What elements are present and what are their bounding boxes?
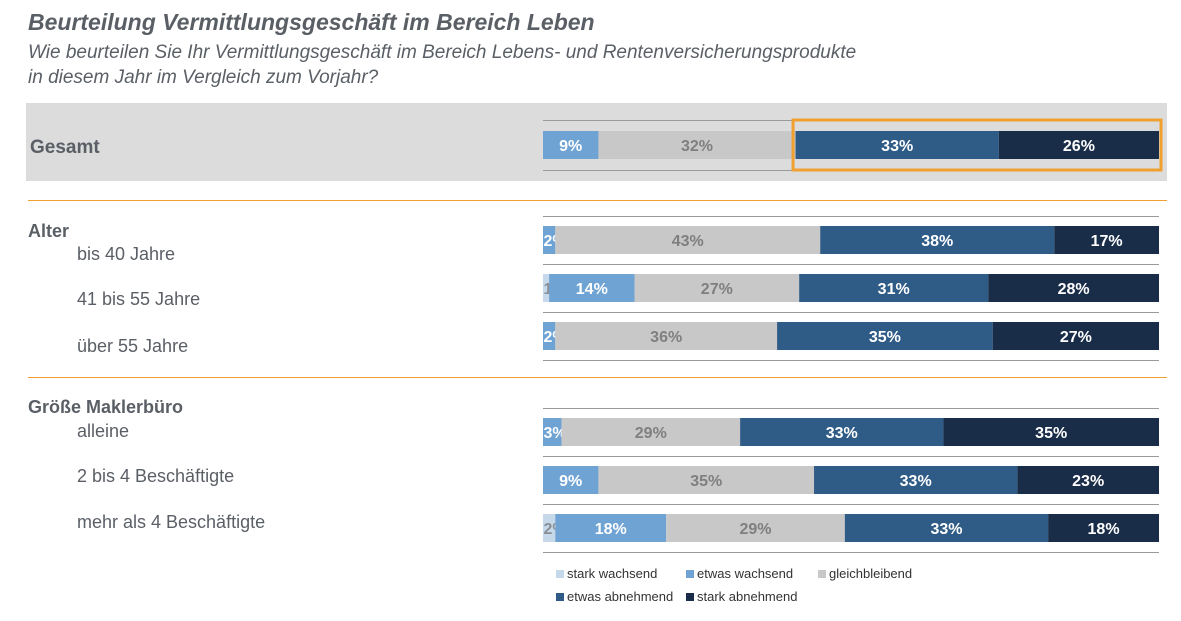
group-label-groesse: Größe Maklerbüro <box>28 397 184 417</box>
bar-segment-etwas-wachsend <box>555 514 667 542</box>
bar-segment-etwas-abnehmend <box>820 226 1055 254</box>
data-label: 9% <box>559 473 582 490</box>
data-label: 27% <box>701 281 733 298</box>
bar-segment-etwas-wachsend <box>543 226 556 254</box>
separator-line <box>28 200 1167 201</box>
bar-segment-etwas-wachsend <box>549 274 635 302</box>
bar-segment-stark-abnehmend <box>1017 466 1159 494</box>
data-label: 18% <box>595 521 627 538</box>
bar-segment-gleichbleibend <box>561 418 741 446</box>
row-label-2-4: 2 bis 4 Beschäftigte <box>77 466 235 486</box>
data-label: 35% <box>690 473 722 490</box>
legend-swatch <box>556 569 564 578</box>
bar-segment-etwas-abnehmend <box>799 274 989 302</box>
data-label: 33% <box>881 138 913 155</box>
legend-label: stark abnehmend <box>697 589 798 604</box>
legend-swatch <box>686 592 694 601</box>
legend-swatch <box>556 592 564 601</box>
subtitle-line-2: in diesem Jahr im Vergleich zum Vorjahr? <box>28 67 379 88</box>
legend-swatch <box>686 569 694 578</box>
bar-segment-stark-abnehmend <box>1054 226 1159 254</box>
bar-segment-etwas-wachsend <box>543 418 562 446</box>
row-label-ueber-55: über 55 Jahre <box>77 336 189 356</box>
data-label: 38% <box>921 233 953 250</box>
bar-segment-gleichbleibend <box>598 466 815 494</box>
data-label: 36% <box>650 329 682 346</box>
highlight-box <box>791 118 1163 172</box>
data-label: 29% <box>635 425 667 442</box>
legend-item-etwas-abnehmend: etwas abnehmend <box>556 589 673 604</box>
bar-segment-gleichbleibend <box>555 322 778 350</box>
data-label: 29% <box>740 521 772 538</box>
legend-swatch <box>818 569 826 578</box>
legend-label: stark wachsend <box>567 566 658 581</box>
data-label: 35% <box>1035 425 1067 442</box>
data-label: 31% <box>878 281 910 298</box>
data-label: 43% <box>672 233 704 250</box>
row-label-bis-40: bis 40 Jahre <box>77 244 176 264</box>
bar-segment-etwas-wachsend <box>543 466 599 494</box>
bar-segment-gleichbleibend <box>666 514 845 542</box>
row-label-alleine: alleine <box>77 421 130 441</box>
row-label-mehr-4: mehr als 4 Beschäftigte <box>77 512 266 532</box>
data-label: 3% <box>543 425 566 442</box>
data-label: 17% <box>1091 233 1123 250</box>
data-label: 18% <box>1088 521 1120 538</box>
legend-label: etwas abnehmend <box>567 589 674 604</box>
bar-segment-etwas-abnehmend <box>777 322 993 350</box>
subtitle-line-1: Wie beurteilen Sie Ihr Vermittlungsgesch… <box>28 42 857 63</box>
bar-segment-gleichbleibend <box>555 226 821 254</box>
data-label: 32% <box>681 138 713 155</box>
bar-segment-stark-wachsend <box>543 514 556 542</box>
bar-segment-stark-abnehmend <box>998 131 1159 159</box>
data-label: 33% <box>930 521 962 538</box>
group-label-gesamt: Gesamt <box>30 137 100 158</box>
data-label: 28% <box>1058 281 1090 298</box>
separator-line <box>28 377 1167 378</box>
data-label: 9% <box>559 138 582 155</box>
data-label: 33% <box>826 425 858 442</box>
legend-item-stark-abnehmend: stark abnehmend <box>686 589 797 604</box>
bar-segment-etwas-abnehmend <box>814 466 1018 494</box>
data-label: 35% <box>869 329 901 346</box>
bar-segment-etwas-abnehmend <box>844 514 1049 542</box>
chart-subtitle: Wie beurteilen Sie Ihr Vermittlungsgesch… <box>28 40 856 90</box>
legend-label: etwas wachsend <box>697 566 794 581</box>
legend-label: gleichbleibend <box>829 566 913 581</box>
bar-segment-etwas-wachsend <box>543 322 556 350</box>
data-label: 23% <box>1072 473 1104 490</box>
bar-segment-etwas-abnehmend <box>740 418 944 446</box>
bar-segment-gleichbleibend <box>598 131 796 159</box>
bar-segment-etwas-abnehmend <box>795 131 999 159</box>
bar-segment-etwas-wachsend <box>543 131 599 159</box>
chart-title: Beurteilung Vermittlungsgeschäft im Bere… <box>28 9 595 35</box>
bar-segment-stark-abnehmend <box>1048 514 1159 542</box>
bar-segment-stark-abnehmend <box>943 418 1159 446</box>
bar-segment-stark-wachsend <box>543 274 550 302</box>
legend-item-gleichbleibend: gleichbleibend <box>818 566 912 581</box>
data-label: 26% <box>1063 138 1095 155</box>
bar-segment-gleichbleibend <box>634 274 800 302</box>
bar-segment-stark-abnehmend <box>988 274 1159 302</box>
data-label: 33% <box>900 473 932 490</box>
data-label: 27% <box>1060 329 1092 346</box>
data-label: 14% <box>576 281 608 298</box>
legend-item-etwas-wachsend: etwas wachsend <box>686 566 793 581</box>
bar-segment-stark-abnehmend <box>992 322 1159 350</box>
group-label-alter: Alter <box>28 221 70 241</box>
legend-item-stark-wachsend: stark wachsend <box>556 566 657 581</box>
row-label-41-55: 41 bis 55 Jahre <box>77 289 201 309</box>
